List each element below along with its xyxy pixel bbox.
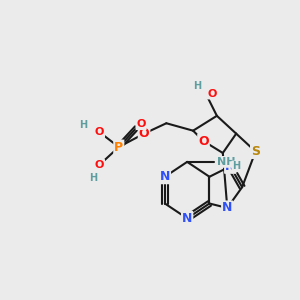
Text: N: N bbox=[160, 170, 170, 183]
Text: N: N bbox=[222, 202, 232, 214]
Text: N: N bbox=[182, 212, 192, 225]
Text: P: P bbox=[114, 140, 123, 154]
Text: O: O bbox=[95, 160, 104, 170]
Text: O: O bbox=[198, 135, 209, 148]
Text: O: O bbox=[95, 127, 104, 137]
Text: S: S bbox=[251, 145, 260, 158]
Text: H: H bbox=[194, 81, 202, 91]
Text: NH: NH bbox=[217, 157, 235, 167]
Text: H: H bbox=[232, 161, 240, 171]
Text: H: H bbox=[79, 120, 87, 130]
Text: H: H bbox=[89, 173, 98, 183]
Text: O: O bbox=[136, 119, 146, 129]
Text: O: O bbox=[208, 88, 217, 98]
Text: N: N bbox=[225, 160, 236, 173]
Text: O: O bbox=[139, 127, 149, 140]
